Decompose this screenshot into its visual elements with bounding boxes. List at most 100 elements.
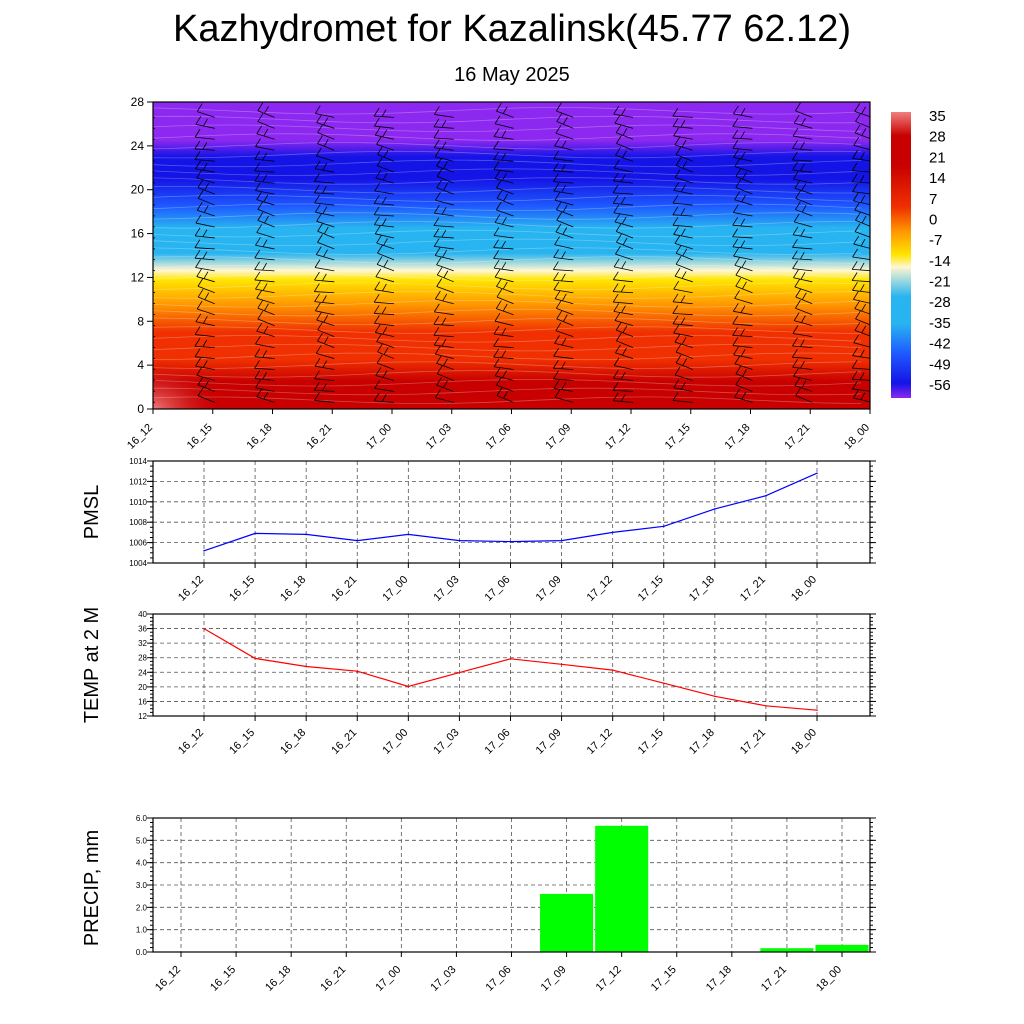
wind-barb <box>553 269 574 272</box>
wind-barb-feather <box>859 262 865 271</box>
wind-barb <box>317 230 335 239</box>
wind-barb-feather <box>493 250 499 259</box>
wind-barb-feather <box>800 142 805 150</box>
wind-barb <box>733 310 753 316</box>
wind-barb-feather <box>496 190 503 199</box>
wind-barb-feather <box>622 128 628 136</box>
wind-barb-feather <box>436 376 443 386</box>
wind-barb <box>377 154 395 162</box>
wind-barb-feather <box>314 173 320 182</box>
wind-barb-feather <box>373 206 380 215</box>
wind-barb-feather <box>612 392 619 401</box>
wind-barb-feather <box>254 370 261 379</box>
wind-barb-feather <box>795 102 801 112</box>
wind-barb-feather <box>792 140 798 149</box>
wind-barb-feather <box>682 248 688 257</box>
wind-barb-feather <box>615 245 621 255</box>
wind-barb-feather <box>682 160 688 169</box>
wind-barb <box>674 243 693 250</box>
colorbar-label--28: -28 <box>929 294 951 311</box>
wind-barb-feather <box>314 194 320 204</box>
isotherm <box>153 168 862 176</box>
wind-barb-feather <box>194 338 201 347</box>
wind-barb <box>255 288 275 294</box>
wind-barb <box>852 157 870 162</box>
wind-barb <box>153 390 156 392</box>
wind-barb-feather <box>262 174 267 183</box>
isotherm <box>153 256 862 264</box>
isotherm <box>153 291 861 299</box>
wind-barb <box>674 144 693 151</box>
wind-barb-feather <box>734 191 740 200</box>
wind-barb-feather <box>314 293 320 302</box>
temp-point-17_12 <box>611 669 614 671</box>
wind-barb <box>375 134 395 140</box>
wind-barb <box>434 212 454 217</box>
wind-barb-feather <box>556 212 563 221</box>
wind-barb-feather <box>202 229 208 237</box>
wind-barb <box>732 147 753 151</box>
isotherm <box>153 317 862 326</box>
wind-barb-feather <box>682 358 688 366</box>
wind-barb-feather <box>374 126 381 136</box>
wind-barb <box>495 375 514 381</box>
wind-barb <box>675 252 693 261</box>
wind-barb-feather <box>793 170 799 180</box>
pmsl-x-label-17_15: 17_15 <box>636 574 666 604</box>
wind-barb-feather <box>732 337 739 346</box>
wind-barb-feather <box>792 127 799 137</box>
y-label-12: 12 <box>131 270 145 284</box>
wind-barb <box>317 340 335 348</box>
wind-barb-feather <box>502 303 508 312</box>
wind-barb-feather <box>195 116 202 125</box>
wind-barb-feather <box>554 335 560 344</box>
wind-barb <box>376 165 395 173</box>
wind-barb-feather <box>674 169 681 178</box>
wind-barb <box>496 286 514 294</box>
wind-barb <box>493 136 514 140</box>
wind-barb-feather <box>614 114 621 124</box>
wind-barb <box>554 397 574 403</box>
isotherm <box>153 107 862 115</box>
wind-barb-feather <box>732 303 739 312</box>
wind-barb-feather <box>322 295 327 303</box>
wind-barb-feather <box>377 146 383 155</box>
wind-barb-feather <box>792 239 798 248</box>
wind-barb-feather <box>859 175 865 183</box>
wind-barb <box>734 396 753 403</box>
wind-barb-feather <box>316 213 322 222</box>
wind-barb-feather <box>382 370 388 378</box>
precip-bar-18_00 <box>815 944 869 952</box>
wind-barb-feather <box>553 370 559 380</box>
wind-barb <box>554 298 574 305</box>
wind-barb <box>194 345 215 348</box>
wind-barb <box>376 242 395 250</box>
wind-barb-feather <box>374 117 380 127</box>
wind-barb-feather <box>792 349 798 358</box>
wind-barb <box>436 187 454 195</box>
temp-ylabel: TEMP at 2 M <box>81 607 103 723</box>
wind-barb-feather <box>732 118 739 127</box>
wind-barb-feather <box>852 347 858 356</box>
wind-barb-feather <box>673 324 679 334</box>
wind-barb <box>494 178 514 184</box>
wind-barb <box>197 308 215 316</box>
isotherm <box>153 326 861 334</box>
wind-barb <box>554 343 574 348</box>
wind-barb-feather <box>322 206 328 214</box>
wind-barb <box>613 279 634 283</box>
wind-barb <box>795 307 813 316</box>
wind-barb-feather <box>620 394 626 402</box>
wind-barb-feather <box>612 382 619 391</box>
wind-barb-feather <box>436 179 443 189</box>
wind-barb <box>674 374 693 381</box>
colorbar-label-7: 7 <box>929 191 937 208</box>
wind-barb-feather <box>314 302 321 312</box>
precip-x-label-17_03: 17_03 <box>428 964 458 994</box>
wind-barb <box>153 160 156 162</box>
wind-barb <box>194 356 215 359</box>
precip-x-label-16_18: 16_18 <box>263 964 293 994</box>
wind-barb <box>554 199 574 206</box>
wind-barb <box>376 264 395 272</box>
wind-barb-feather <box>322 162 328 171</box>
